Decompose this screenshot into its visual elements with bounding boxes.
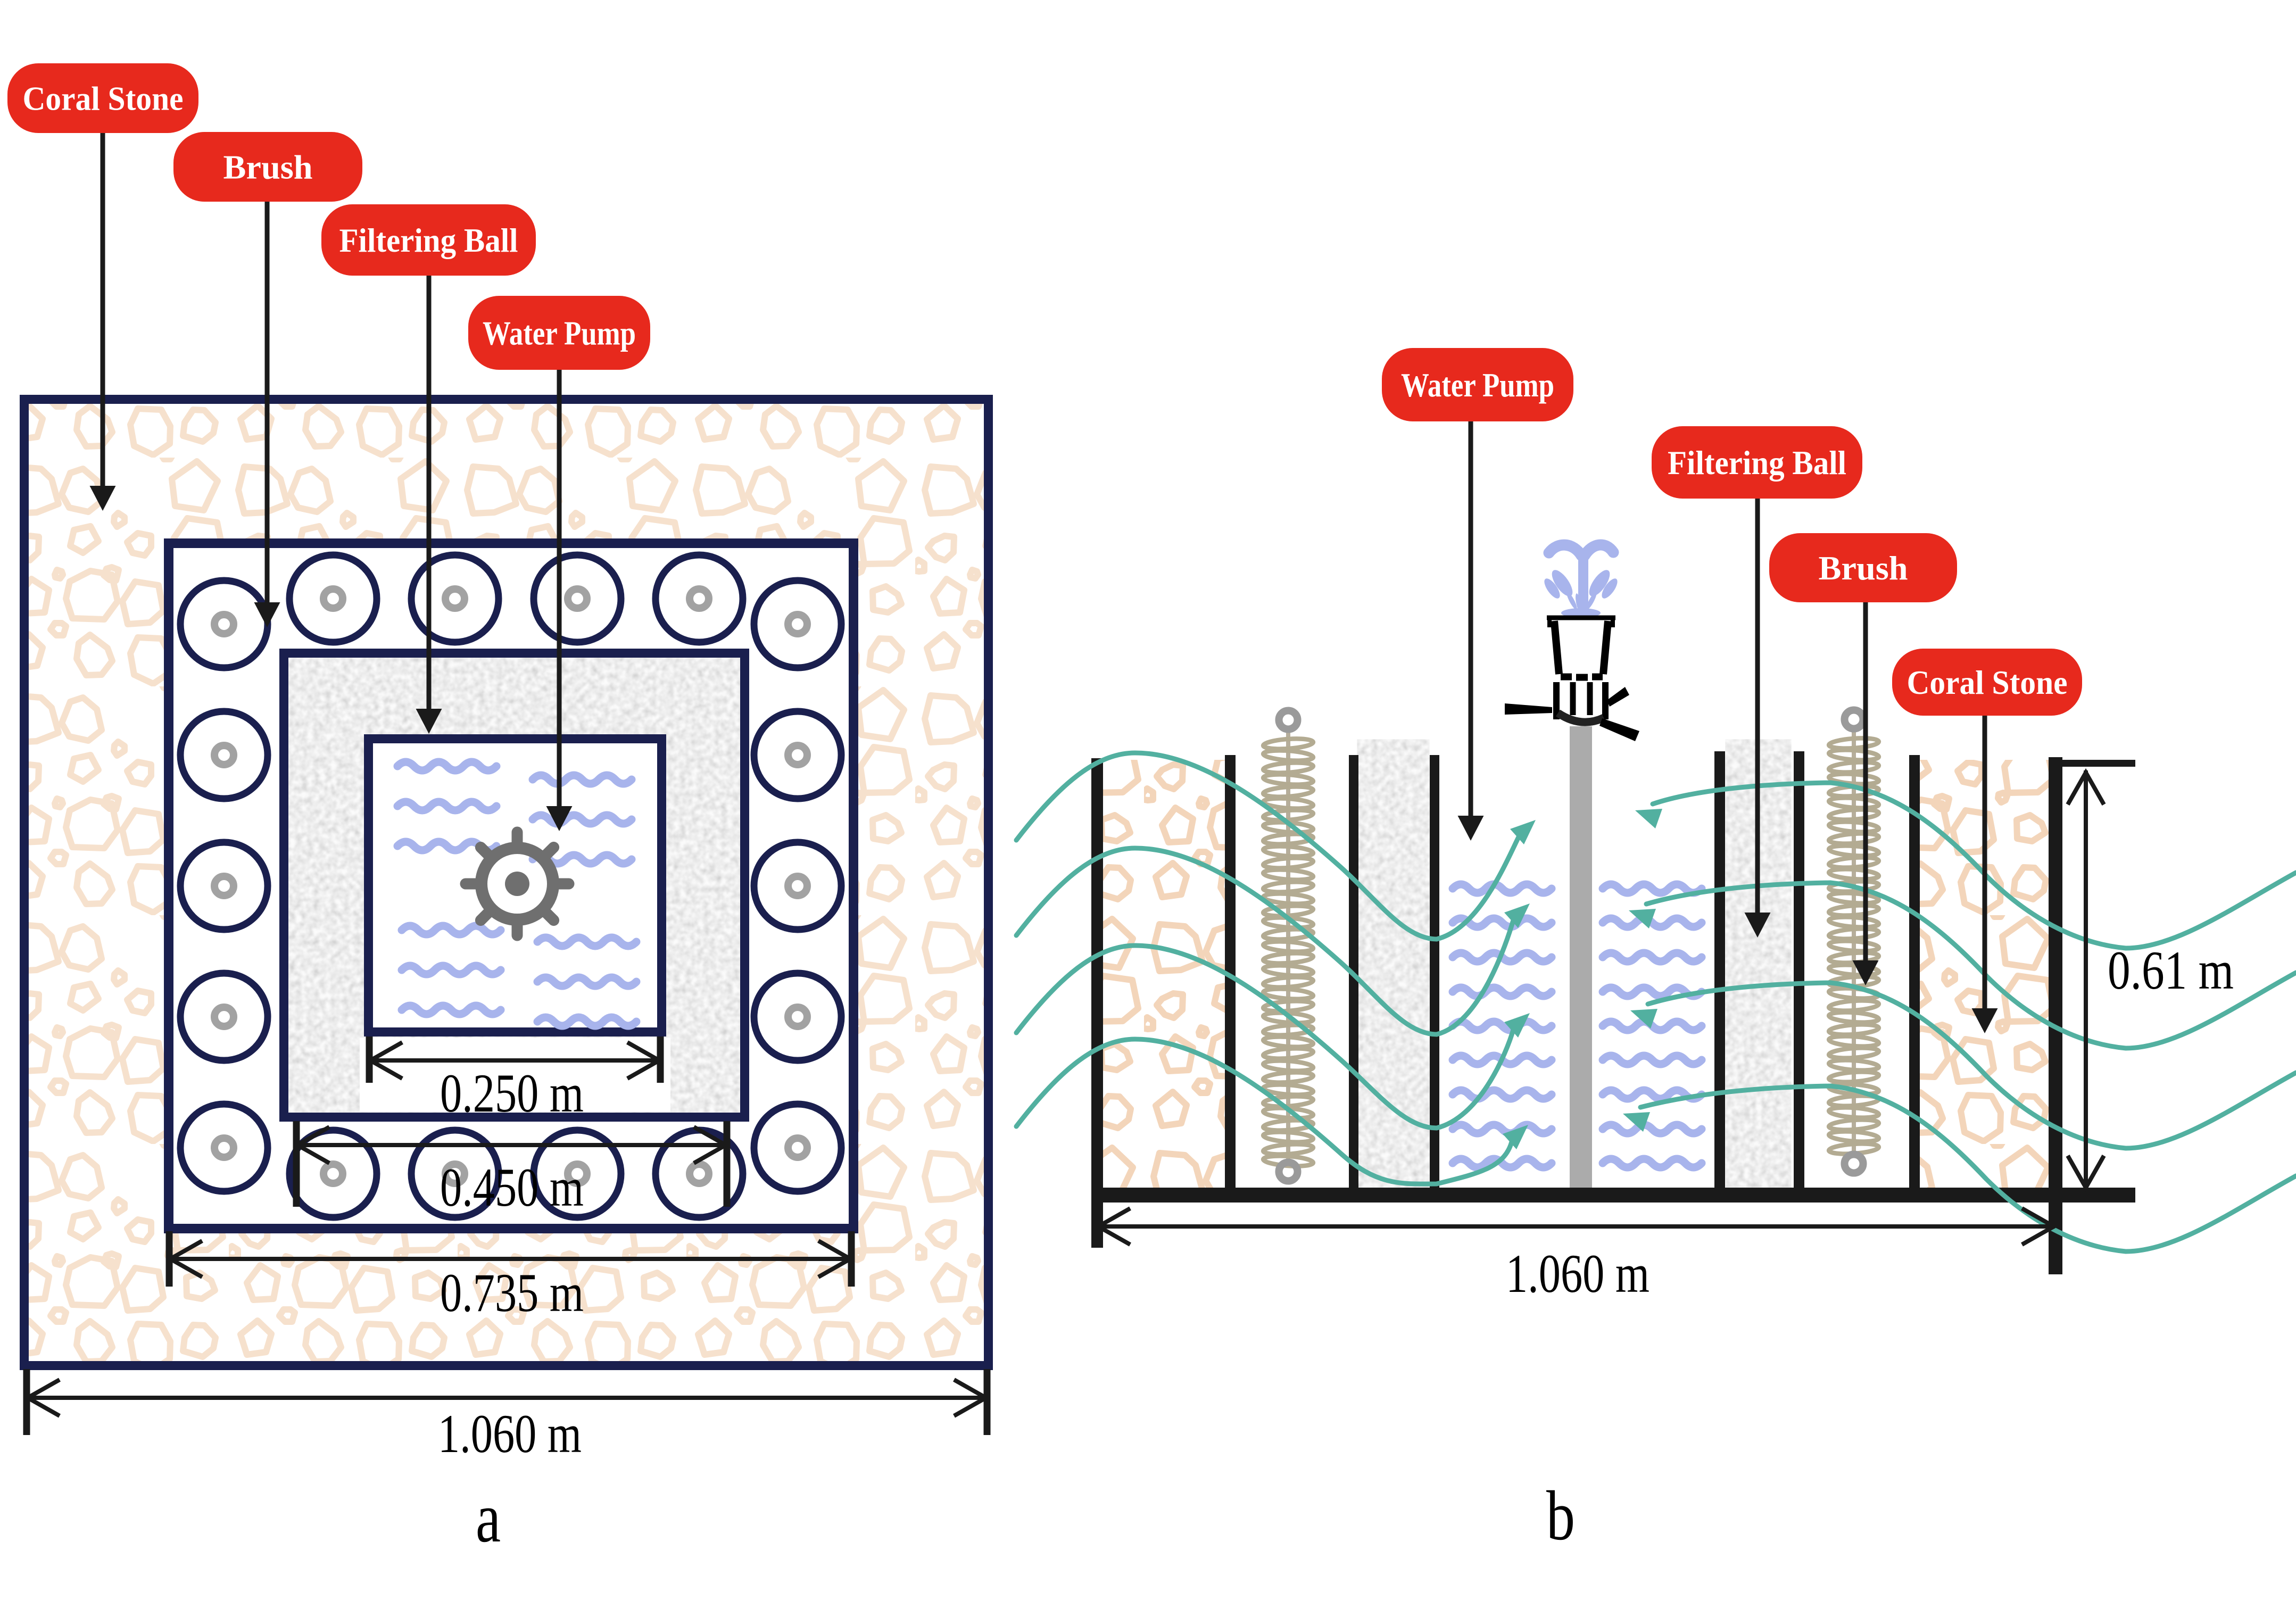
svg-text:Brush: Brush xyxy=(223,148,313,186)
svg-text:a: a xyxy=(476,1478,501,1557)
svg-text:Filtering Ball: Filtering Ball xyxy=(1668,444,1846,482)
svg-text:Water Pump: Water Pump xyxy=(483,314,636,352)
svg-text:Coral Stone: Coral Stone xyxy=(1907,664,2068,701)
svg-text:0.450 m: 0.450 m xyxy=(440,1157,584,1218)
svg-text:Filtering Ball: Filtering Ball xyxy=(339,221,518,259)
svg-text:b: b xyxy=(1546,1476,1575,1555)
svg-text:0.250 m: 0.250 m xyxy=(440,1063,584,1124)
svg-text:Water Pump: Water Pump xyxy=(1401,366,1554,404)
svg-text:Coral Stone: Coral Stone xyxy=(23,79,184,117)
svg-text:1.060 m: 1.060 m xyxy=(438,1404,582,1464)
svg-text:1.060 m: 1.060 m xyxy=(1506,1243,1650,1304)
svg-text:0.61 m: 0.61 m xyxy=(2108,940,2234,1001)
svg-text:Brush: Brush xyxy=(1819,549,1908,587)
svg-text:0.735 m: 0.735 m xyxy=(440,1263,584,1323)
